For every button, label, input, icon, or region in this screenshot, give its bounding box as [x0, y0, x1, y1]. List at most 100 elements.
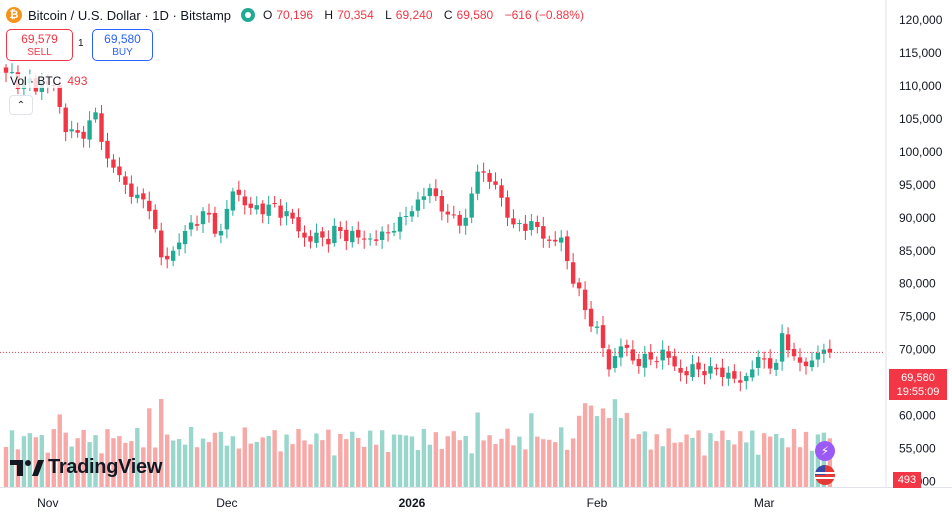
- candle-body: [212, 212, 218, 234]
- volume-bar: [559, 427, 564, 487]
- tradingview-logo[interactable]: TradingView: [10, 456, 162, 479]
- candle-body: [236, 189, 242, 195]
- candle-body: [332, 225, 337, 244]
- candle-body: [141, 193, 146, 200]
- candle-body: [433, 188, 439, 197]
- volume-bar: [117, 436, 122, 487]
- x-tick-label: Feb: [587, 496, 608, 510]
- volume-bar: [3, 447, 9, 487]
- quantity[interactable]: 1: [78, 38, 84, 49]
- volume-bar: [153, 447, 158, 487]
- volume-bar: [123, 442, 128, 487]
- volume-bar: [767, 436, 773, 487]
- volume-bar: [248, 443, 253, 487]
- volume-bar: [612, 399, 618, 487]
- volume-bar: [51, 429, 56, 487]
- volume-bar: [338, 433, 343, 487]
- candle-body: [230, 191, 236, 211]
- candle-body: [320, 231, 325, 238]
- volume-bar: [314, 433, 319, 487]
- volume-bar: [344, 439, 349, 487]
- candle-body: [69, 129, 74, 132]
- symbol-title[interactable]: Bitcoin / U.S. Dollar · 1D · Bitstamp: [28, 7, 231, 23]
- volume-bar: [624, 412, 630, 487]
- candle-body: [194, 224, 200, 226]
- y-tick-label: 75,000: [899, 310, 936, 324]
- volume-bar: [750, 430, 755, 487]
- volume-bar: [403, 435, 409, 487]
- volume-legend[interactable]: Vol · BTC 493: [10, 74, 88, 88]
- candle-body: [636, 358, 642, 367]
- volume-bar: [469, 453, 474, 487]
- candle-body: [164, 255, 170, 260]
- candle-body: [773, 362, 779, 370]
- candle-body: [272, 203, 277, 205]
- candle-body: [606, 349, 612, 370]
- candle-body: [767, 358, 773, 369]
- candle-body: [415, 199, 421, 211]
- volume-bar: [105, 429, 110, 487]
- candle-body: [481, 171, 486, 173]
- volume-bar: [176, 439, 182, 487]
- candle-body: [761, 358, 767, 360]
- volume-bar: [230, 436, 236, 487]
- buy-button[interactable]: 69,580 BUY: [92, 29, 153, 61]
- candle-body: [296, 217, 301, 232]
- candle-body: [708, 366, 713, 374]
- volume-bar: [541, 439, 546, 487]
- volume-bar: [481, 440, 486, 487]
- candle-body: [176, 242, 182, 250]
- volume-bar: [421, 428, 427, 487]
- candle-body: [684, 371, 689, 376]
- candle-body: [457, 214, 462, 226]
- volume-bar: [630, 438, 636, 487]
- volume-bar: [827, 438, 833, 487]
- market-status-icon[interactable]: [241, 8, 255, 22]
- close-label: C: [443, 8, 453, 22]
- y-tick-label: 100,000: [899, 145, 943, 159]
- candle-body: [511, 218, 516, 225]
- volume-bar: [684, 434, 689, 487]
- volume-bar: [111, 438, 116, 487]
- volume-bar: [141, 447, 146, 487]
- candle-body: [612, 356, 618, 368]
- candle-body: [475, 171, 480, 194]
- collapse-legend-button[interactable]: ⌃: [10, 96, 32, 114]
- candle-body: [541, 226, 546, 239]
- volume-tag: 493: [893, 472, 921, 488]
- candle-body: [564, 236, 570, 262]
- volume-bar: [487, 435, 492, 487]
- volume-bar: [445, 436, 450, 487]
- volume-bar: [356, 437, 361, 487]
- volume-bar: [427, 444, 433, 487]
- volume-bar: [803, 431, 809, 487]
- lightning-icon[interactable]: ⚡: [815, 441, 835, 461]
- volume-bar: [475, 412, 480, 487]
- volume-bar: [636, 434, 642, 487]
- candle-body: [284, 211, 289, 217]
- candle-body: [87, 120, 92, 140]
- candle-body: [463, 217, 468, 226]
- y-tick-label: 90,000: [899, 211, 936, 225]
- volume-bar: [409, 436, 415, 487]
- candle-body: [105, 140, 110, 159]
- volume-bar: [254, 441, 259, 487]
- volume-bar: [809, 450, 815, 487]
- volume-bar: [320, 440, 325, 487]
- symbol-header: ₿ Bitcoin / U.S. Dollar · 1D · Bitstamp …: [6, 5, 588, 25]
- volume-bar: [702, 455, 707, 487]
- volume-bar: [27, 433, 33, 487]
- candle-body: [379, 231, 385, 241]
- candle-body: [260, 203, 265, 215]
- volume-bar: [433, 432, 439, 487]
- candle-body: [594, 326, 600, 328]
- candle-body: [821, 349, 827, 354]
- us-flag-icon[interactable]: [815, 465, 835, 485]
- volume-bar: [457, 440, 462, 487]
- candle-body: [815, 352, 821, 360]
- candle-body: [224, 208, 230, 230]
- candle-body: [445, 211, 450, 215]
- sell-button[interactable]: 69,579 SELL: [6, 29, 73, 61]
